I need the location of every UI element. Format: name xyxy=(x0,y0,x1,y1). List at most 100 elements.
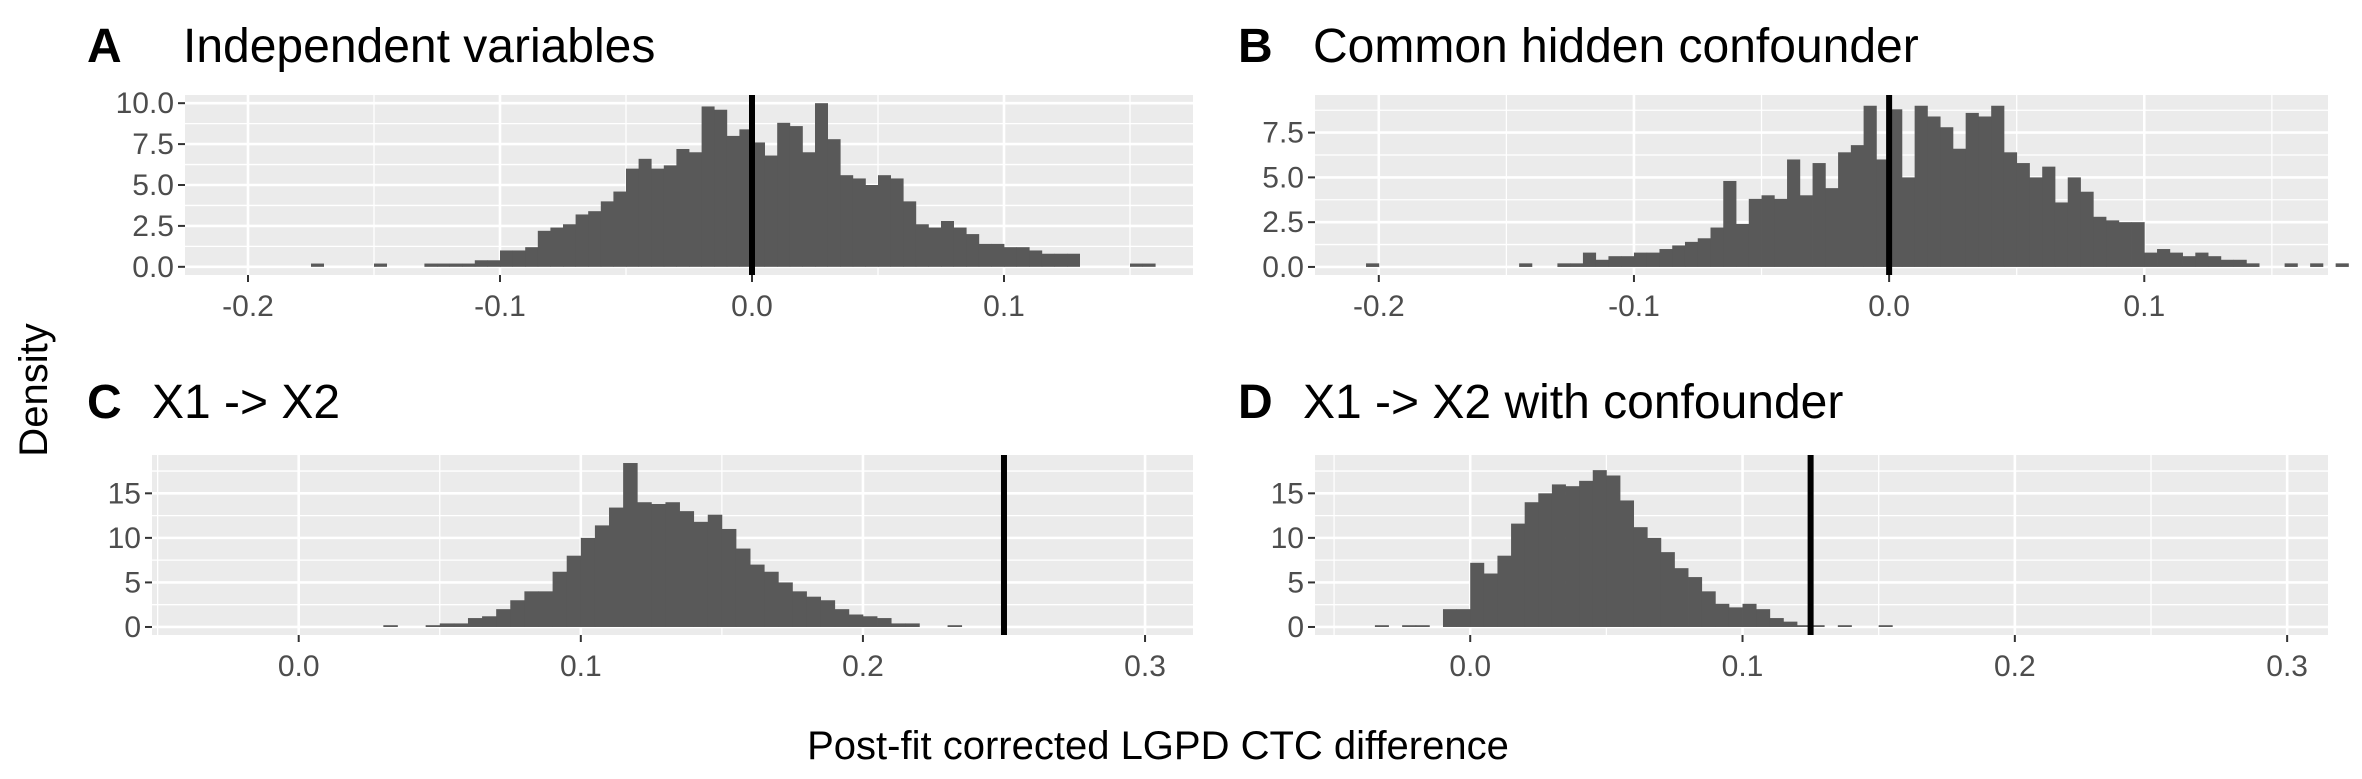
histogram-bar xyxy=(1016,247,1030,267)
histogram-bar xyxy=(1570,263,1584,267)
x-tick-label: 0.1 xyxy=(983,290,1025,323)
histogram-bar xyxy=(1633,252,1648,267)
histogram-bar xyxy=(2106,220,2120,267)
y-tick-label: 7.5 xyxy=(1262,117,1304,150)
histogram-bar xyxy=(1728,607,1743,627)
histogram-bar xyxy=(679,511,695,627)
y-axis-label: Density xyxy=(12,323,56,456)
y-tick-label: 7.5 xyxy=(132,128,174,161)
histogram-bar xyxy=(693,521,709,627)
histogram-bar xyxy=(1633,527,1648,627)
histogram-bar xyxy=(2144,252,2158,267)
y-tick-label: 0 xyxy=(1287,611,1304,644)
histogram-bar xyxy=(500,250,513,267)
histogram-bar xyxy=(2233,259,2247,267)
histogram-bar xyxy=(1769,618,1784,627)
histogram-bar xyxy=(1511,523,1526,627)
histogram-bar xyxy=(1130,263,1143,267)
histogram-bar xyxy=(638,158,652,267)
histogram-bar xyxy=(594,525,610,627)
histogram-bar xyxy=(1799,195,1813,267)
histogram-bar xyxy=(852,178,866,267)
histogram-bar xyxy=(721,528,737,627)
histogram-bar xyxy=(552,571,568,627)
histogram-bar xyxy=(600,201,614,267)
histogram-bar xyxy=(1067,253,1080,267)
histogram-bar xyxy=(750,564,765,627)
histogram-bar xyxy=(1742,603,1757,627)
histogram-bar xyxy=(2169,252,2183,267)
histogram-bar xyxy=(2093,216,2107,267)
histogram-bar xyxy=(2335,263,2349,267)
histogram-bar xyxy=(840,175,854,267)
histogram-bar xyxy=(374,263,387,267)
x-tick-label: 0.1 xyxy=(560,650,602,683)
y-tick-label: 10.0 xyxy=(116,87,174,120)
histogram-bar xyxy=(1674,568,1689,627)
histogram-bar xyxy=(1004,247,1017,267)
histogram-bar xyxy=(1619,500,1635,627)
y-tick-label: 5.0 xyxy=(132,169,174,202)
histogram-bar xyxy=(665,502,680,627)
histogram-bar xyxy=(1579,480,1594,627)
histogram-bar xyxy=(538,591,554,627)
x-tick-label: 0.2 xyxy=(1994,650,2036,683)
histogram-bar xyxy=(1812,163,1826,267)
histogram-bar xyxy=(1442,609,1458,627)
histogram-bar xyxy=(1838,152,1852,267)
panel-tag: A xyxy=(87,20,122,73)
histogram-bar xyxy=(915,224,929,267)
histogram-bar xyxy=(862,616,878,627)
histogram-bar xyxy=(1470,562,1485,627)
histogram-bar xyxy=(2131,222,2145,267)
histogram-bar xyxy=(878,175,891,267)
histogram-bar xyxy=(1415,625,1430,627)
y-tick-label: 0 xyxy=(124,611,141,644)
y-tick-label: 15 xyxy=(108,477,141,510)
histogram-bar xyxy=(2042,166,2056,267)
histogram-bar xyxy=(1684,241,1699,267)
histogram-bar xyxy=(537,230,551,267)
panel-tag: D xyxy=(1238,376,1273,429)
y-tick-label: 0.0 xyxy=(132,251,174,284)
histogram-bar xyxy=(563,224,576,267)
histogram-bar xyxy=(1366,263,1380,267)
y-tick-label: 5 xyxy=(124,566,141,599)
histogram-bar xyxy=(663,165,677,267)
histogram-bar xyxy=(651,168,665,267)
histogram-bar xyxy=(2182,256,2196,267)
histogram-bar xyxy=(1701,591,1716,627)
histogram-bar xyxy=(877,618,892,627)
y-tick-label: 5 xyxy=(1287,566,1304,599)
x-tick-label: 0.0 xyxy=(1868,290,1910,323)
histogram-bar xyxy=(1761,195,1775,267)
histogram-bar xyxy=(953,227,967,267)
histogram-bar xyxy=(1621,256,1635,267)
panel-tag: B xyxy=(1238,20,1273,73)
histogram-bar xyxy=(1592,470,1607,627)
histogram-bar xyxy=(1565,486,1580,627)
histogram-bar xyxy=(575,214,589,267)
histogram-bar xyxy=(2054,202,2069,267)
histogram-bar xyxy=(1697,238,1711,267)
histogram-bar xyxy=(2080,191,2094,267)
y-tick-label: 2.5 xyxy=(132,210,174,243)
histogram-bar xyxy=(383,625,398,627)
histogram-bar xyxy=(707,514,723,627)
histogram-bar xyxy=(425,625,441,627)
histogram-bar xyxy=(311,263,324,267)
y-tick-label: 2.5 xyxy=(1262,206,1304,239)
histogram-bar xyxy=(701,106,715,267)
y-tick-label: 15 xyxy=(1271,477,1304,510)
histogram-bar xyxy=(1557,263,1571,267)
histogram-bar xyxy=(1914,105,1928,267)
x-tick-label: 0.2 xyxy=(842,650,884,683)
histogram-bar xyxy=(1978,116,1992,267)
histogram-bar xyxy=(525,247,539,267)
x-tick-label: 0.0 xyxy=(731,290,773,323)
histogram-bar xyxy=(1825,188,1839,267)
histogram-bar xyxy=(764,155,778,267)
histogram-bar xyxy=(947,625,963,627)
histogram-bar xyxy=(1646,252,1660,267)
histogram-bar xyxy=(820,600,836,627)
